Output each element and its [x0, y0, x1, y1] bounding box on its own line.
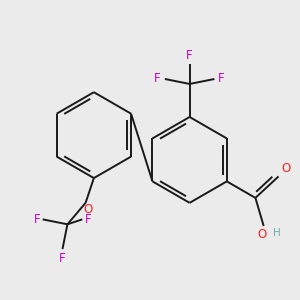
Text: H: H	[273, 228, 281, 238]
Text: O: O	[257, 228, 267, 241]
Text: F: F	[85, 213, 92, 226]
Text: F: F	[59, 252, 66, 265]
Text: F: F	[218, 73, 225, 85]
Text: O: O	[84, 203, 93, 216]
Text: F: F	[154, 73, 161, 85]
Text: O: O	[281, 162, 290, 175]
Text: F: F	[33, 213, 40, 226]
Text: F: F	[186, 50, 193, 62]
